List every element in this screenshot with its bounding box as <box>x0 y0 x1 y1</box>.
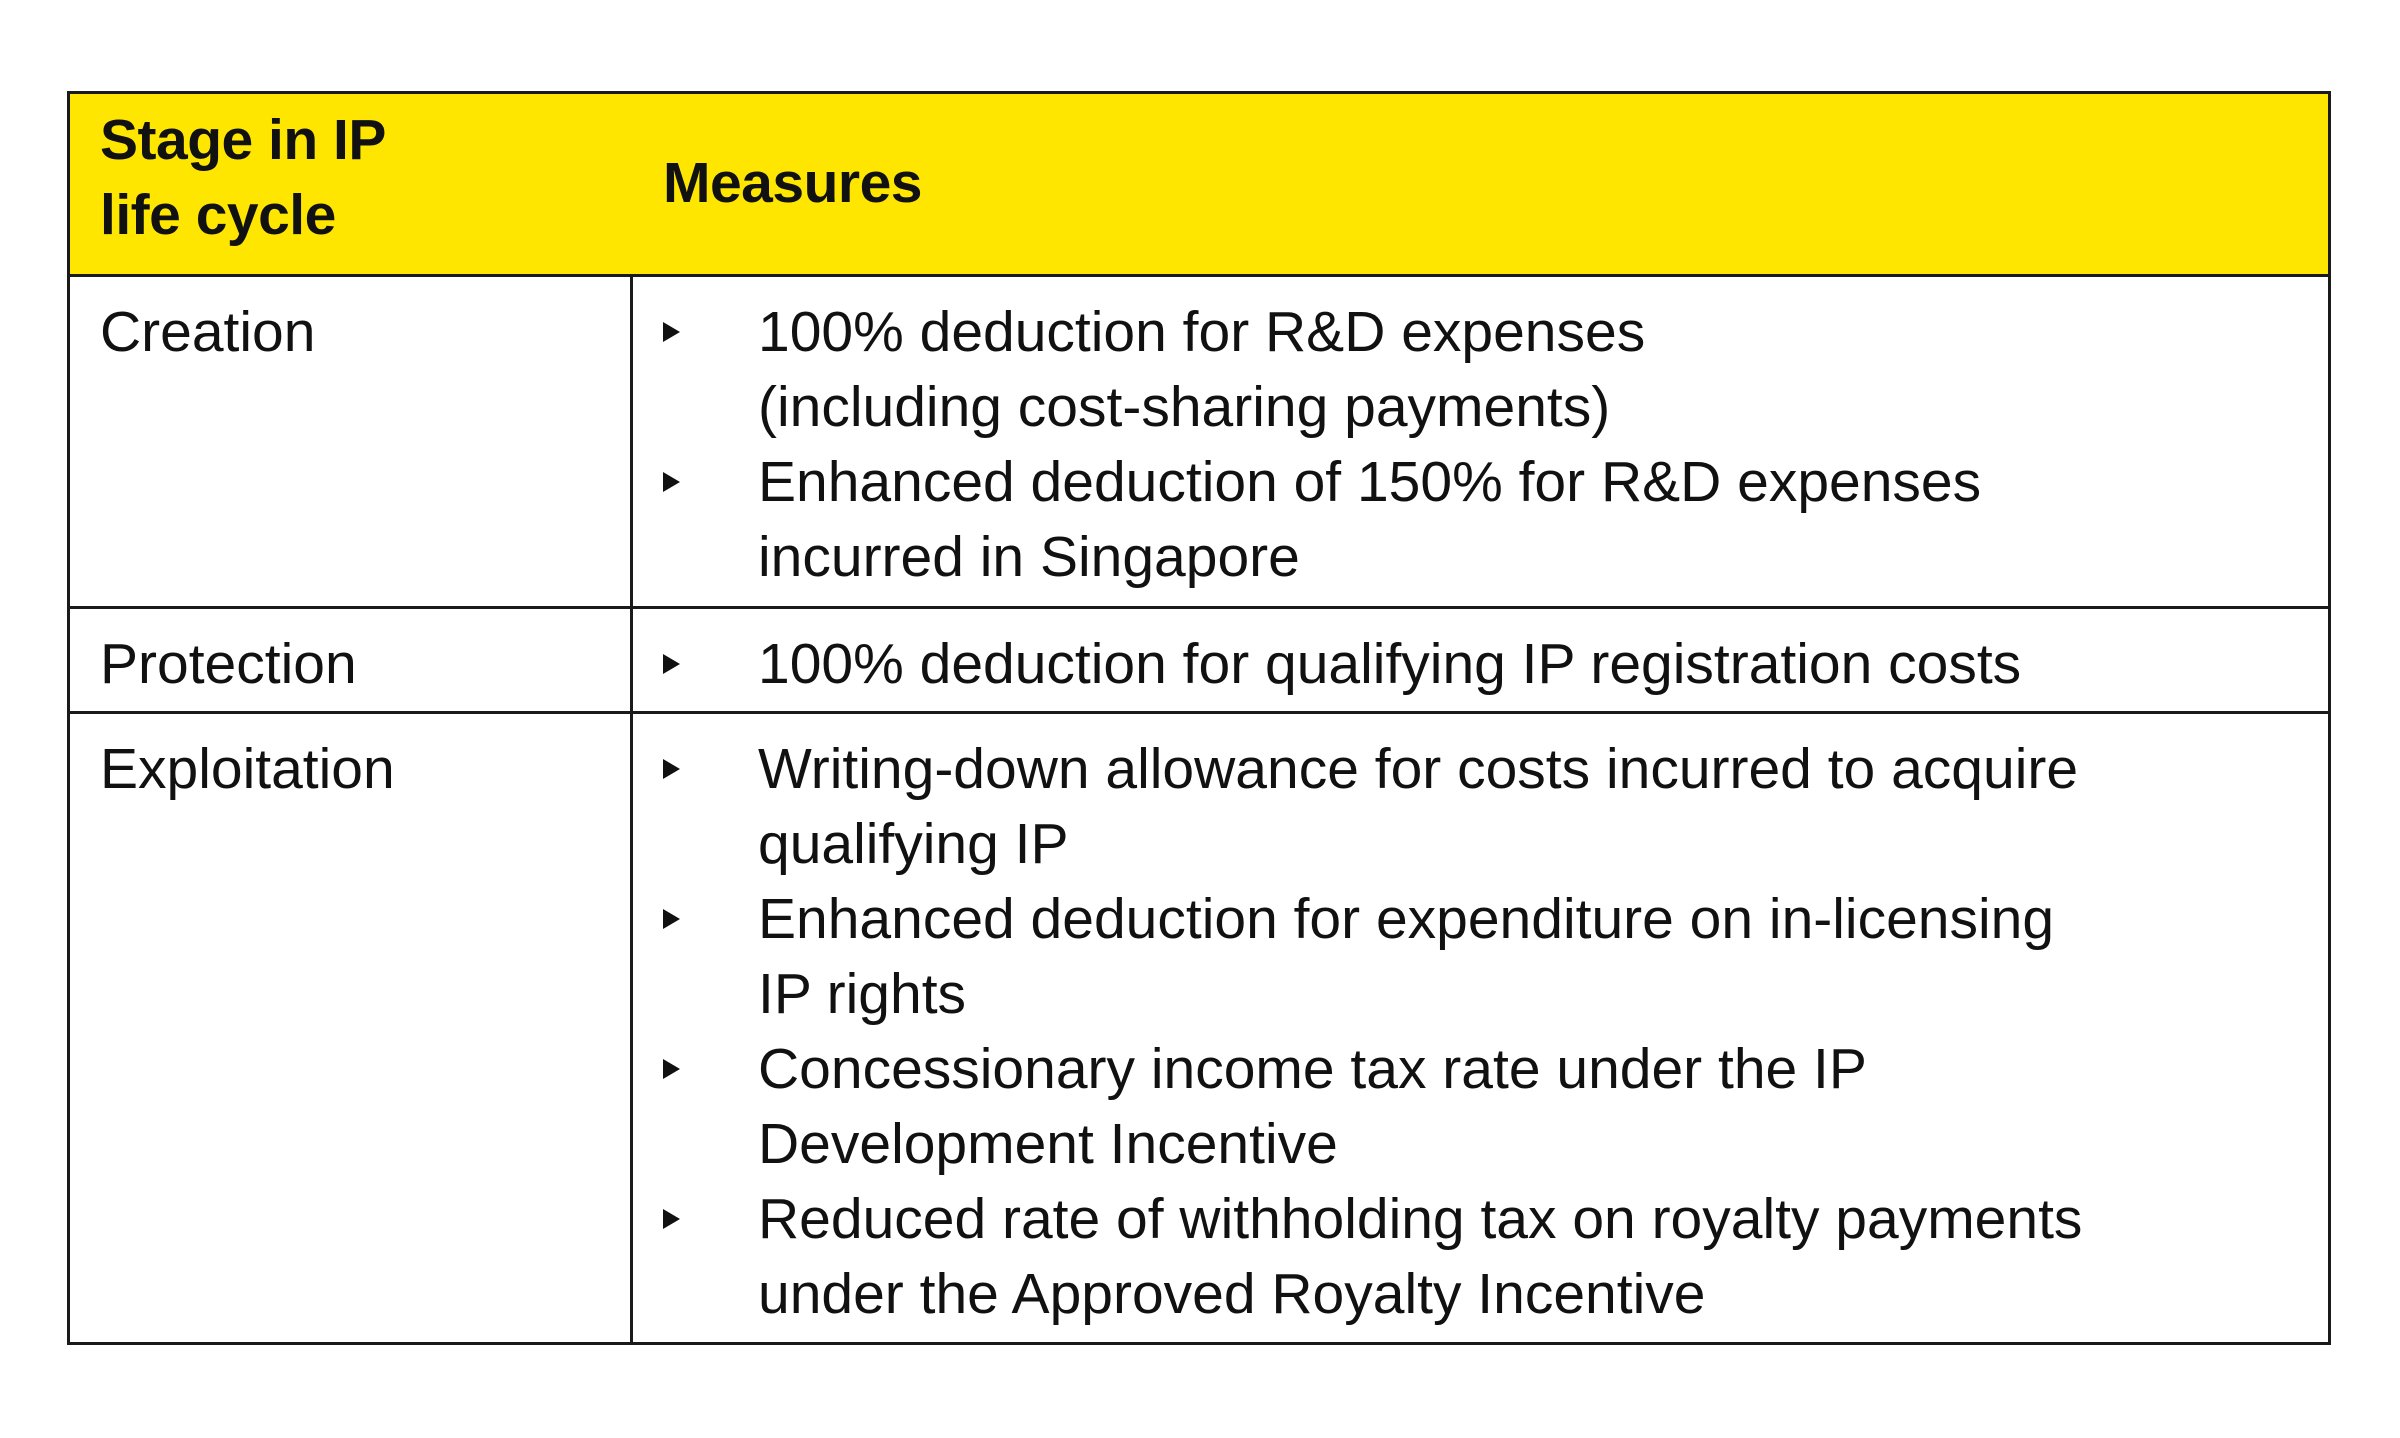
stage-cell: Exploitation <box>100 737 395 801</box>
header-stage-line: life cycle <box>100 183 336 247</box>
table-header-row: Stage in IP life cycle Measures <box>70 94 2328 274</box>
row-divider <box>70 274 2328 277</box>
triangle-bullet-icon <box>663 1209 680 1229</box>
measure-line: 100% deduction for R&D expenses <box>758 300 1646 364</box>
measures-cell: Writing-down allowance for costs incurre… <box>633 732 2328 1332</box>
measure-item: 100% deduction for R&D expenses (includi… <box>633 295 2328 445</box>
header-measures-label: Measures <box>663 151 923 215</box>
table-row-exploitation: Exploitation Writing-down allowance for … <box>70 714 2328 1342</box>
measure-item: Reduced rate of withholding tax on royal… <box>633 1182 2328 1332</box>
measure-line: (including cost-sharing payments) <box>758 375 1611 439</box>
measure-line: 100% deduction for qualifying IP registr… <box>758 632 2022 696</box>
table-row-protection: Protection 100% deduction for qualifying… <box>70 609 2328 711</box>
triangle-bullet-icon <box>663 909 680 929</box>
measure-line: Reduced rate of withholding tax on royal… <box>758 1187 2083 1251</box>
measure-line: Writing-down allowance for costs incurre… <box>758 737 2079 801</box>
measure-line: Concessionary income tax rate under the … <box>758 1037 1867 1101</box>
header-stage-line: Stage in IP <box>100 108 386 172</box>
triangle-bullet-icon <box>663 472 680 492</box>
measure-line: qualifying IP <box>758 812 1069 876</box>
ip-incentives-table: Stage in IP life cycle Measures Creation… <box>67 91 2331 1345</box>
stage-cell: Protection <box>100 632 357 696</box>
triangle-bullet-icon <box>663 654 680 674</box>
stage-cell: Creation <box>100 300 316 364</box>
triangle-bullet-icon <box>663 322 680 342</box>
measure-item: Writing-down allowance for costs incurre… <box>633 732 2328 882</box>
measure-line: Development Incentive <box>758 1112 1338 1176</box>
measure-item: 100% deduction for qualifying IP registr… <box>633 627 2328 702</box>
measure-line: Enhanced deduction for expenditure on in… <box>758 887 2055 951</box>
measure-line: under the Approved Royalty Incentive <box>758 1262 1706 1326</box>
row-divider <box>70 606 2328 609</box>
column-divider <box>630 94 633 1342</box>
measure-line: IP rights <box>758 962 967 1026</box>
measure-item: Enhanced deduction for expenditure on in… <box>633 882 2328 1032</box>
header-measures-cell: Measures <box>663 146 2328 221</box>
row-divider <box>70 711 2328 714</box>
triangle-bullet-icon <box>663 1059 680 1079</box>
table-row-creation: Creation 100% deduction for R&D expenses… <box>70 277 2328 606</box>
measure-line: incurred in Singapore <box>758 525 1300 589</box>
measures-cell: 100% deduction for R&D expenses (includi… <box>633 295 2328 595</box>
measure-line: Enhanced deduction of 150% for R&D expen… <box>758 450 1982 514</box>
measure-item: Enhanced deduction of 150% for R&D expen… <box>633 445 2328 595</box>
triangle-bullet-icon <box>663 759 680 779</box>
measure-item: Concessionary income tax rate under the … <box>633 1032 2328 1182</box>
header-stage-cell: Stage in IP life cycle <box>100 103 620 253</box>
measures-cell: 100% deduction for qualifying IP registr… <box>633 627 2328 702</box>
